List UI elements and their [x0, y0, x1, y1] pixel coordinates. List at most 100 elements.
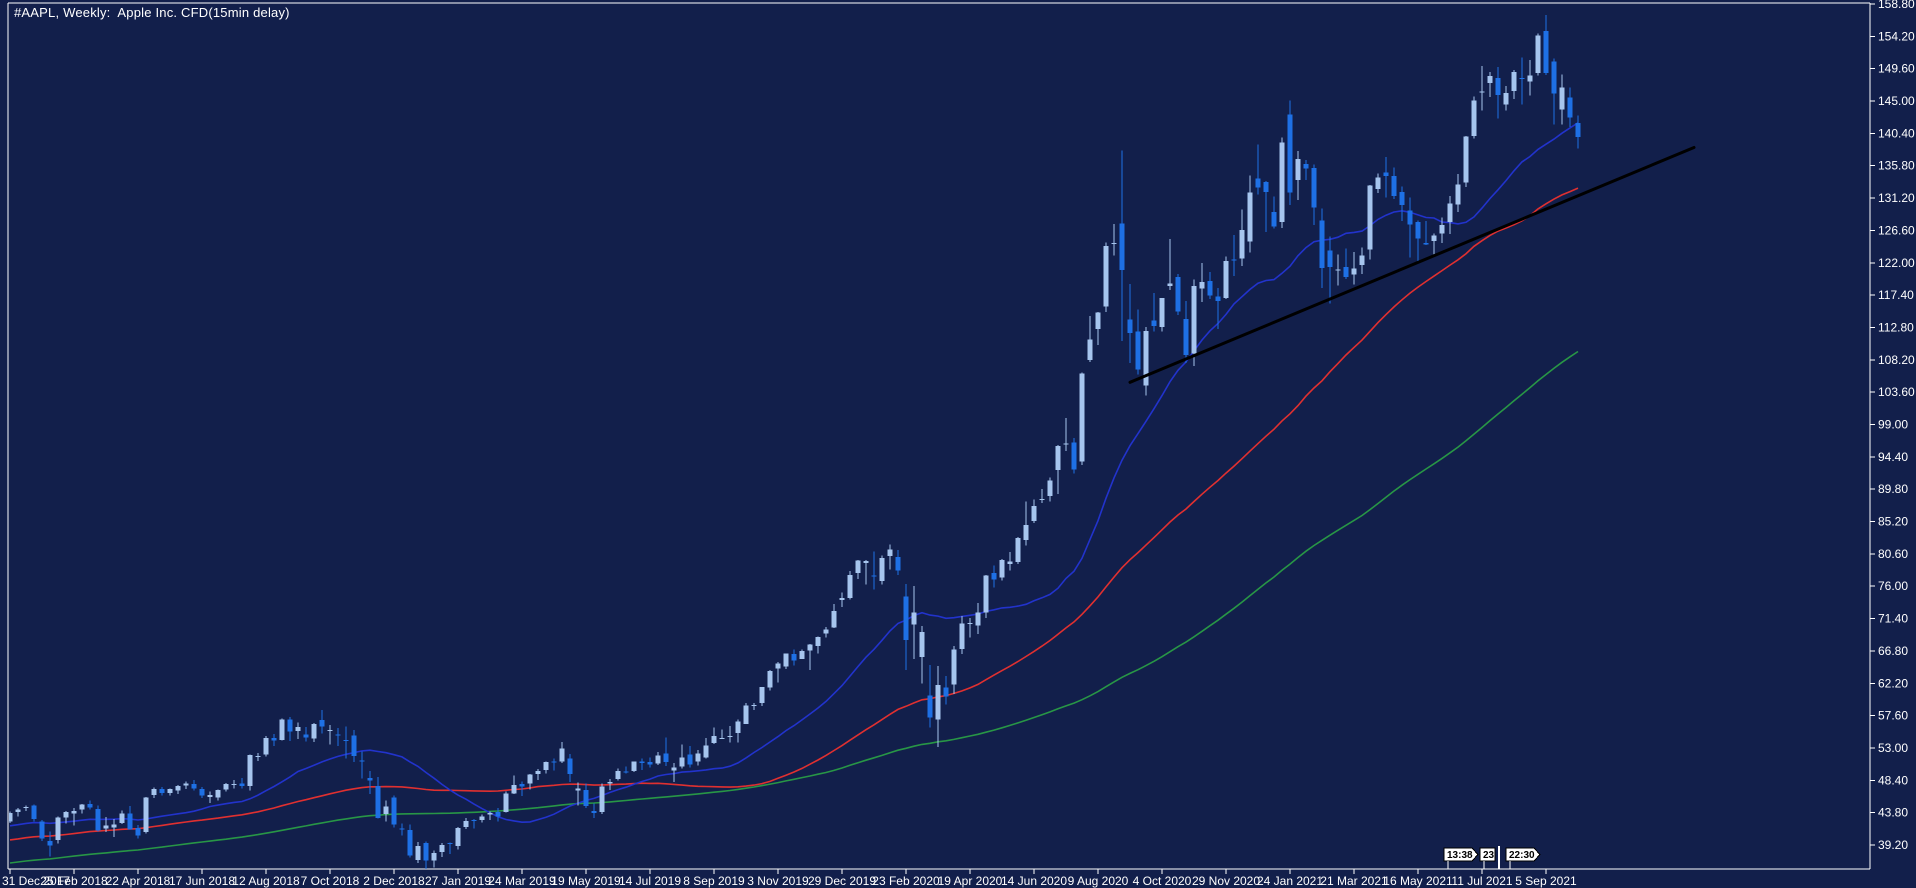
candle-wick [1153, 292, 1155, 332]
bull-candle-body [1375, 177, 1381, 189]
candle-wick [1257, 144, 1259, 195]
candle-wick [17, 808, 19, 817]
bear-candle-body [423, 843, 429, 861]
time-tag-1338[interactable]: 13:38 [1443, 847, 1479, 869]
candle-wick [449, 842, 451, 854]
date-tick-label: 19 Apr 2020 [938, 874, 1003, 888]
bull-candle-body [1559, 87, 1565, 110]
bear-candle-body [1151, 320, 1157, 326]
trendline-object[interactable] [1128, 145, 1696, 384]
bear-candle-body [287, 719, 293, 732]
bull-candle-body [679, 757, 685, 767]
bull-candle-body [1079, 373, 1085, 462]
time-tag-23[interactable]: 23 [1479, 847, 1496, 869]
bull-candle-body [55, 817, 61, 841]
bear-candle-body [551, 761, 557, 763]
candle-wick [1009, 552, 1011, 571]
bear-candle-body [1495, 78, 1501, 95]
bull-candle-body [103, 825, 109, 829]
bear-candle-body [1519, 77, 1525, 79]
sma-20-line [9, 122, 1579, 827]
bear-candle-body [391, 797, 397, 825]
candle-wick [1425, 221, 1427, 245]
bull-candle-body [63, 812, 69, 818]
bull-candle-body [175, 786, 181, 791]
bull-candle-body [839, 597, 845, 600]
bull-candle-body [631, 761, 637, 771]
bear-candle-body [1303, 164, 1309, 169]
bull-candle-body [327, 730, 333, 732]
bear-candle-body [399, 828, 405, 830]
candle-wick [777, 661, 779, 683]
price-tick-label: 66.80 [1878, 644, 1908, 658]
candle-wick [1353, 252, 1355, 285]
price-tick-label: 53.00 [1878, 741, 1908, 755]
candle-wick [553, 758, 555, 771]
candle-wick [1233, 235, 1235, 276]
bull-candle-body [767, 670, 773, 688]
price-tick-label: 62.20 [1878, 676, 1908, 690]
bull-candle-body [119, 813, 125, 823]
candle-wick [609, 778, 611, 790]
bull-candle-body [535, 771, 541, 774]
candle-wick [593, 803, 595, 818]
price-tick-label: 39.20 [1878, 838, 1908, 852]
bull-candle-body [823, 629, 829, 634]
candle-wick [969, 618, 971, 638]
bull-candle-body [207, 795, 213, 797]
bull-candle-body [543, 762, 549, 770]
bull-candle-body [311, 723, 317, 739]
bull-candle-body [487, 813, 493, 815]
candle-wick [25, 805, 27, 811]
price-tick-label: 48.40 [1878, 773, 1908, 787]
bear-candle-body [687, 754, 693, 765]
bull-candle-body [167, 789, 173, 793]
bull-candle-body [455, 827, 461, 846]
bull-candle-body [1007, 561, 1013, 564]
bear-candle-body [623, 771, 629, 773]
bear-candle-body [1407, 210, 1413, 225]
candle-wick [1089, 316, 1091, 362]
bear-candle-body [335, 734, 341, 736]
time-tags-group[interactable]: 13:38 23 22:30 [1443, 846, 1541, 869]
bull-candle-body [111, 824, 117, 828]
candle-wick [1041, 488, 1043, 504]
candle-wick [1385, 156, 1387, 198]
bear-candle-body [1319, 220, 1325, 268]
bear-candle-body [1175, 277, 1181, 312]
price-tick-label: 71.40 [1878, 612, 1908, 626]
date-tick-label: 3 Nov 2019 [747, 874, 809, 888]
time-tag-shape[interactable] [1479, 847, 1496, 862]
time-tag-2230[interactable]: 22:30 [1505, 847, 1541, 869]
bear-candle-body [1391, 176, 1397, 197]
trendline[interactable] [1128, 145, 1696, 384]
bear-candle-body [1135, 331, 1141, 370]
bear-candle-body [1567, 97, 1573, 118]
bear-candle-body [407, 829, 413, 856]
price-axis[interactable]: 158.80 154.20 149.60 145.00 140.40 135.80 131.… [1870, 0, 1915, 852]
bear-candle-body [1255, 178, 1261, 188]
bull-candle-body [1103, 246, 1109, 307]
date-tick-label: 19 May 2019 [551, 874, 621, 888]
bear-candle-body [519, 784, 525, 787]
bull-candle-body [1359, 255, 1365, 266]
date-tick-label: 29 Dec 2019 [808, 874, 876, 888]
bull-candle-body [1511, 72, 1517, 91]
bull-candle-body [975, 612, 981, 626]
bear-candle-body [495, 811, 501, 817]
candle-wick [713, 727, 715, 744]
time-tag-shape[interactable] [1443, 847, 1479, 862]
price-tick-label: 43.80 [1878, 806, 1908, 820]
bull-candle-body [1503, 93, 1509, 105]
bull-candle-body [1031, 505, 1037, 522]
time-tag-shape[interactable] [1505, 847, 1541, 862]
candle-wick [489, 811, 491, 821]
bull-candle-body [775, 663, 781, 669]
date-tick-label: 7 Oct 2018 [301, 874, 360, 888]
sma-50-path [9, 187, 1579, 841]
bull-candle-body [1279, 142, 1285, 223]
bull-candle-body [615, 771, 621, 779]
